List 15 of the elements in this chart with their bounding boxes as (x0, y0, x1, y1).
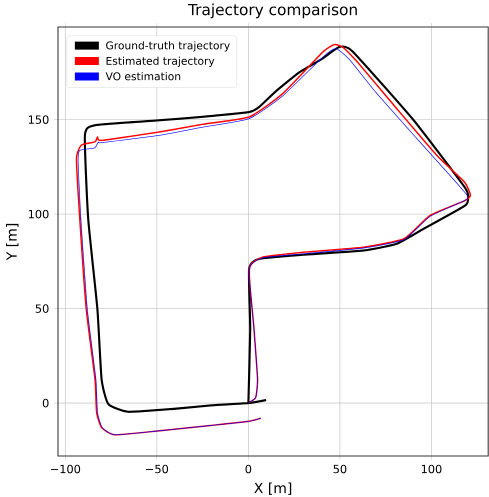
y-tick-label: 0 (42, 398, 49, 408)
legend-label: Ground-truth trajectory (106, 41, 230, 52)
x-tick-label: −100 (50, 464, 80, 474)
legend-label: Estimated trajectory (106, 56, 214, 67)
x-tick-label: 50 (334, 464, 346, 474)
x-tick-label: 0 (246, 464, 252, 474)
x-tick-label: −50 (146, 464, 168, 474)
y-tick-label: 100 (28, 210, 49, 218)
y-axis-title: Y [m] (6, 224, 18, 260)
x-tick-label: 100 (422, 464, 442, 474)
y-tick-label: 50 (36, 304, 49, 313)
chart-title: Trajectory comparison (188, 3, 357, 18)
y-tick-label: 150 (28, 115, 49, 124)
legend-label: VO estimation (106, 72, 180, 80)
x-axis-title: X [m] (254, 482, 292, 495)
